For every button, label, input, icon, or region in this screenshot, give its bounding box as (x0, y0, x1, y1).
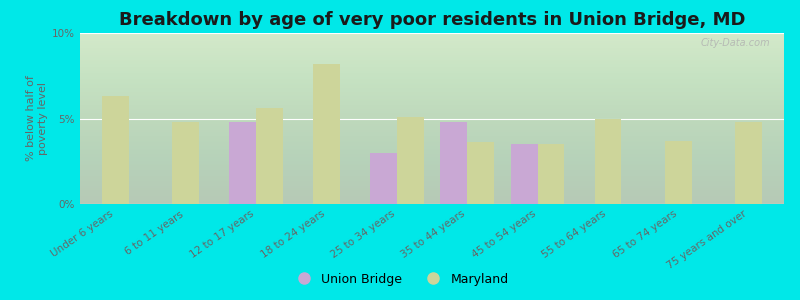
Legend: Union Bridge, Maryland: Union Bridge, Maryland (286, 268, 514, 291)
Bar (370, 153, 397, 204)
Bar (511, 144, 538, 204)
Bar (102, 96, 129, 204)
Bar (594, 118, 622, 204)
Bar (172, 122, 199, 204)
Bar (665, 141, 692, 204)
Bar (256, 108, 282, 204)
Bar (538, 144, 564, 204)
Bar (313, 64, 340, 204)
Bar (735, 122, 762, 204)
Title: Breakdown by age of very poor residents in Union Bridge, MD: Breakdown by age of very poor residents … (118, 11, 746, 29)
Bar (230, 122, 256, 204)
Bar (397, 117, 423, 204)
Text: City-Data.com: City-Data.com (700, 38, 770, 48)
Bar (467, 142, 494, 204)
Y-axis label: % below half of
poverty level: % below half of poverty level (26, 76, 48, 161)
Bar (441, 122, 467, 204)
